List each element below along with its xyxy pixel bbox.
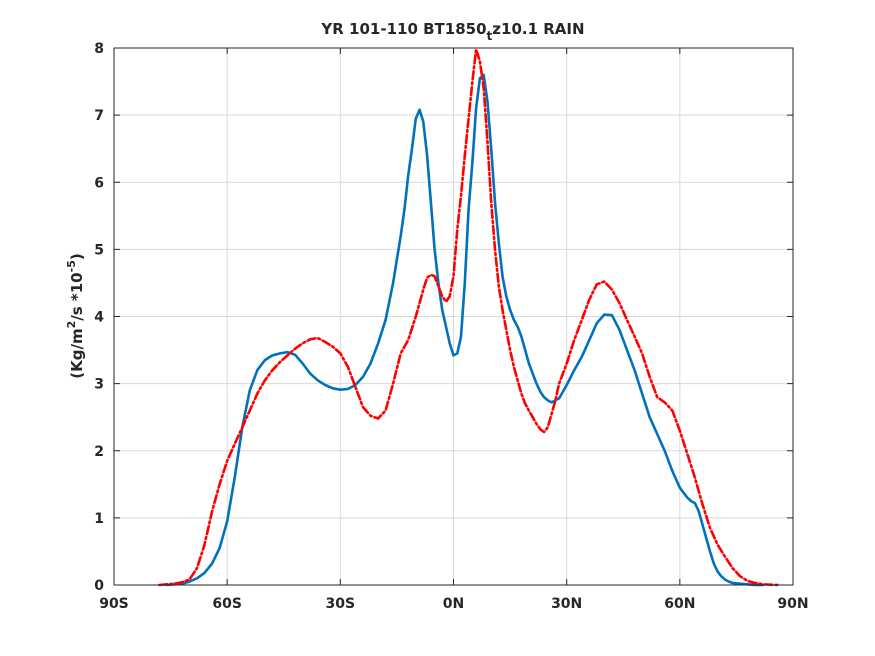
series-line-2	[158, 47, 780, 587]
y-tick-label: 0	[94, 578, 104, 594]
y-tick-label: 7	[94, 108, 104, 124]
y-tick-label: 5	[94, 242, 104, 258]
x-tick-label: 30S	[326, 596, 356, 612]
x-tick-labels: 90S 60S 30S 0N 30N 60N 90N	[99, 596, 808, 612]
y-tick-label: 2	[94, 444, 104, 460]
y-tick-label: 6	[94, 175, 104, 191]
chart-title-subscript: t	[487, 29, 493, 43]
y-axis-label: (Kg/m2/s *10-5)	[65, 253, 86, 378]
ticks	[113, 47, 794, 586]
x-tick-label: 30N	[551, 596, 582, 612]
y-tick-label: 1	[94, 511, 104, 527]
x-tick-label: 60S	[212, 596, 242, 612]
y-tick-labels: 0 1 2 3 4 5 6 7 8	[94, 41, 104, 594]
series-line-1	[165, 73, 765, 587]
y-tick-label: 3	[94, 377, 104, 393]
chart-title: YR 101-110 BT1850tz10.1 RAIN	[320, 20, 584, 43]
x-tick-label: 90S	[99, 596, 129, 612]
x-tick-label: 0N	[443, 596, 464, 612]
y-tick-label: 8	[94, 41, 104, 57]
chart-title-suffix: z10.1 RAIN	[492, 20, 584, 38]
y-tick-label: 4	[94, 310, 104, 326]
x-tick-label: 60N	[664, 596, 695, 612]
series-layer	[158, 47, 780, 587]
x-tick-label: 90N	[777, 596, 808, 612]
